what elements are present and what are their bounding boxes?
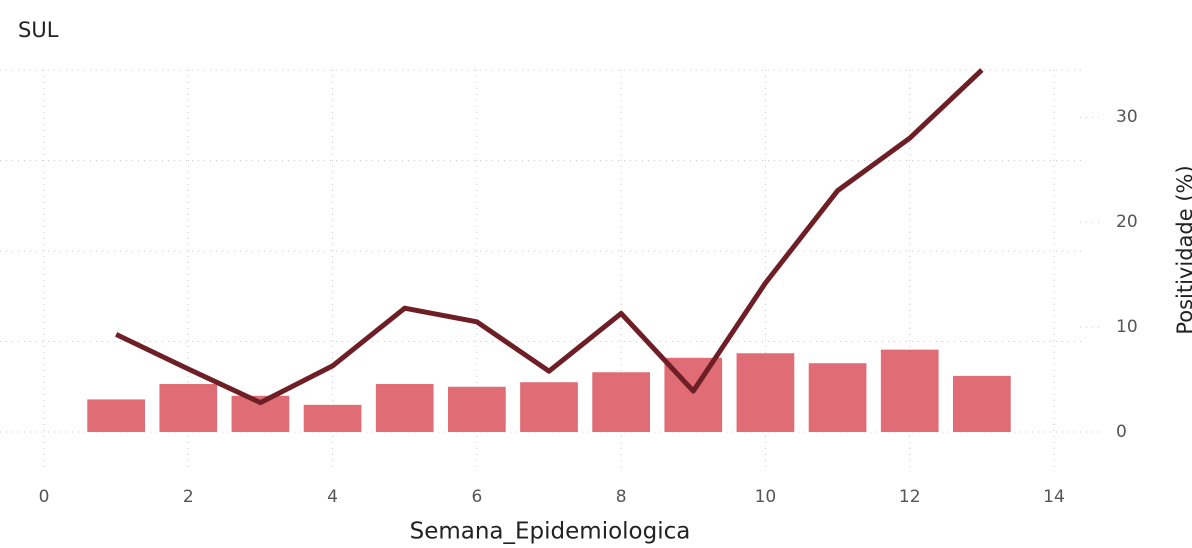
bar <box>303 404 362 432</box>
bar <box>87 399 145 432</box>
bar <box>159 384 218 432</box>
bar <box>592 372 650 432</box>
y2-tick-label: 0 <box>1116 422 1127 442</box>
y2-tick-label: 30 <box>1116 107 1138 127</box>
x-tick-label: 0 <box>39 487 50 507</box>
bar <box>880 349 939 432</box>
x-tick-label: 8 <box>616 487 627 507</box>
x-tick-label: 2 <box>183 487 194 507</box>
x-tick-label: 14 <box>1043 487 1065 507</box>
y2-tick-label: 20 <box>1116 212 1138 232</box>
bar <box>375 384 434 432</box>
x-tick-label: 12 <box>899 487 921 507</box>
x-tick-label: 10 <box>755 487 777 507</box>
bar <box>953 375 1011 432</box>
bar <box>448 386 506 432</box>
x-tick-label: 6 <box>471 487 482 507</box>
y2-tick-label: 10 <box>1116 317 1138 337</box>
bar <box>520 382 578 432</box>
x-tick-label: 4 <box>327 487 338 507</box>
y2-axis-label: Positividade (%) <box>1173 165 1192 334</box>
x-axis-label: Semana_Epidemiologica <box>410 519 691 545</box>
bar <box>808 363 867 432</box>
line <box>115 68 984 406</box>
bar <box>736 353 795 432</box>
chart-title: SUL <box>18 18 59 42</box>
